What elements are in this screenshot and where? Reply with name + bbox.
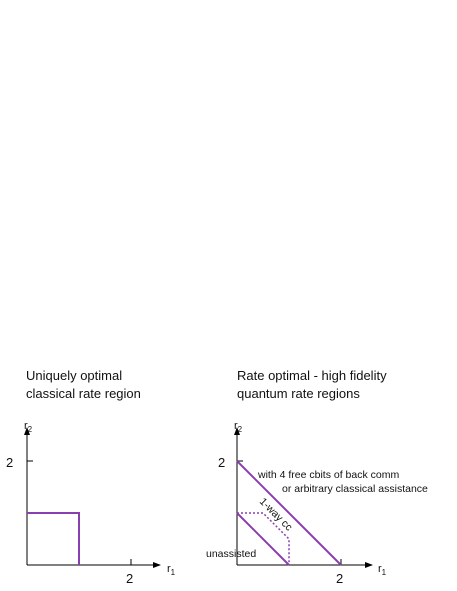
right-y-axis-label: r2 <box>234 420 243 434</box>
left-panel: r2 r1 2 2 <box>6 420 176 586</box>
left-title-line-2: classical rate region <box>26 386 141 401</box>
left-x-tick-label: 2 <box>126 571 133 586</box>
unassisted-label: unassisted <box>206 548 256 560</box>
right-x-axis-label: r1 <box>378 563 387 577</box>
one-way-cc-region-boundary <box>237 512 290 565</box>
right-title-line-1: Rate optimal - high fidelity <box>237 368 387 383</box>
right-y-tick-label: 2 <box>218 455 225 470</box>
right-x-tick-label: 2 <box>336 571 343 586</box>
one-way-cc-label: 1-way cc <box>257 496 295 534</box>
left-x-axis-label: r1 <box>167 563 176 577</box>
assisted-annotation-line-2: or arbitrary classical assistance <box>282 483 428 495</box>
classical-rate-region-boundary <box>27 512 80 565</box>
right-title-line-2: quantum rate regions <box>237 386 360 401</box>
assisted-region-boundary <box>236 460 342 566</box>
left-y-axis-label: r2 <box>24 420 33 434</box>
assisted-annotation-line-1: with 4 free cbits of back comm <box>257 469 399 481</box>
right-panel-title: Rate optimal - high fidelity quantum rat… <box>237 367 387 403</box>
left-title-line-1: Uniquely optimal <box>26 368 123 383</box>
unassisted-region-boundary <box>236 512 290 566</box>
left-y-tick-label: 2 <box>6 455 13 470</box>
left-panel-title: Uniquely optimal classical rate region <box>26 367 141 403</box>
right-panel: r2 r1 2 2 with 4 free cbits of back comm… <box>206 420 428 586</box>
